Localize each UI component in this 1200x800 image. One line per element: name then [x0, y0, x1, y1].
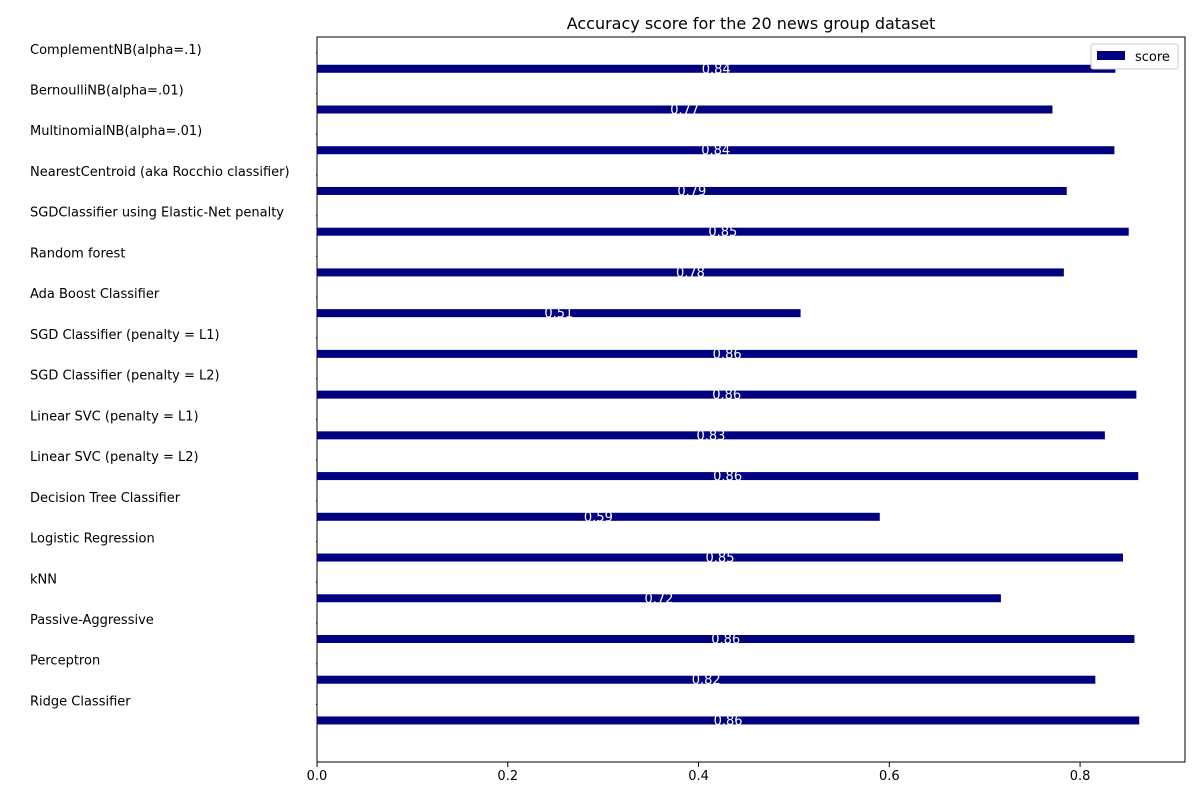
bar: [317, 512, 880, 521]
bar: [317, 186, 1067, 195]
bar: [317, 716, 1140, 725]
x-tick-label: 0.6: [879, 769, 900, 784]
bar: [317, 227, 1129, 236]
category-label: NearestCentroid (aka Rocchio classifier): [30, 165, 290, 180]
data-label: 0.86: [713, 470, 742, 485]
bar: [317, 594, 1001, 603]
data-label: 0.86: [712, 388, 741, 403]
category-label: SGD Classifier (penalty = L2): [30, 369, 220, 384]
category-label: Linear SVC (penalty = L1): [30, 409, 199, 424]
category-label: MultinomialNB(alpha=.01): [30, 124, 202, 139]
data-label: 0.86: [713, 347, 742, 362]
bar: [317, 472, 1139, 481]
legend-label-score: score: [1135, 50, 1170, 65]
data-label: 0.51: [544, 307, 573, 322]
bar: [317, 390, 1137, 399]
category-label: SGDClassifier using Elastic-Net penalty: [30, 206, 284, 221]
legend: score: [1090, 43, 1179, 70]
legend-box: [1090, 43, 1179, 70]
data-label: 0.86: [714, 714, 743, 729]
bar: [317, 553, 1123, 562]
bar: [317, 64, 1116, 73]
category-label: Linear SVC (penalty = L2): [30, 450, 199, 465]
data-label: 0.59: [584, 510, 613, 525]
category-label: kNN: [30, 572, 57, 587]
category-label: Decision Tree Classifier: [30, 491, 181, 506]
chart-title: Accuracy score for the 20 news group dat…: [567, 14, 936, 33]
bar: [317, 146, 1115, 155]
bar: [317, 431, 1105, 440]
category-label: Ridge Classifier: [30, 694, 131, 709]
category-label: Perceptron: [30, 654, 100, 669]
x-tick-label: 0.8: [1070, 769, 1091, 784]
x-tick-label: 0.4: [688, 769, 709, 784]
bar: [317, 349, 1138, 358]
data-label: 0.78: [676, 266, 705, 281]
axes-frame: [316, 36, 1186, 763]
data-label: 0.85: [708, 225, 737, 240]
category-label: SGD Classifier (penalty = L1): [30, 328, 220, 343]
data-label: 0.84: [702, 62, 731, 77]
data-label: 0.79: [677, 184, 706, 199]
bar: [317, 634, 1135, 643]
plot-area: 0.0 0.2 0.4 0.6 0.8 ComplementNB(alpha=.1) 0.8…: [30, 36, 1186, 784]
x-tick-label: 0.2: [497, 769, 518, 784]
category-label: Logistic Regression: [30, 532, 155, 547]
bar: [317, 675, 1096, 684]
data-label: 0.72: [644, 592, 673, 607]
data-label: 0.85: [706, 551, 735, 566]
legend-swatch: [1097, 51, 1125, 60]
category-label: Random forest: [30, 246, 125, 261]
bar: [317, 268, 1064, 277]
x-tick-label: 0.0: [307, 769, 328, 784]
category-label: BernoulliNB(alpha=.01): [30, 84, 184, 99]
data-label: 0.84: [701, 144, 730, 159]
data-label: 0.83: [696, 429, 725, 444]
bar: [317, 309, 801, 318]
data-label: 0.82: [692, 673, 721, 688]
category-label: Passive-Aggressive: [30, 613, 154, 628]
category-label: ComplementNB(alpha=.1): [30, 43, 202, 58]
category-label: Ada Boost Classifier: [30, 287, 160, 302]
data-label: 0.86: [711, 632, 740, 647]
bar: [317, 105, 1053, 114]
data-label: 0.77: [670, 103, 699, 118]
